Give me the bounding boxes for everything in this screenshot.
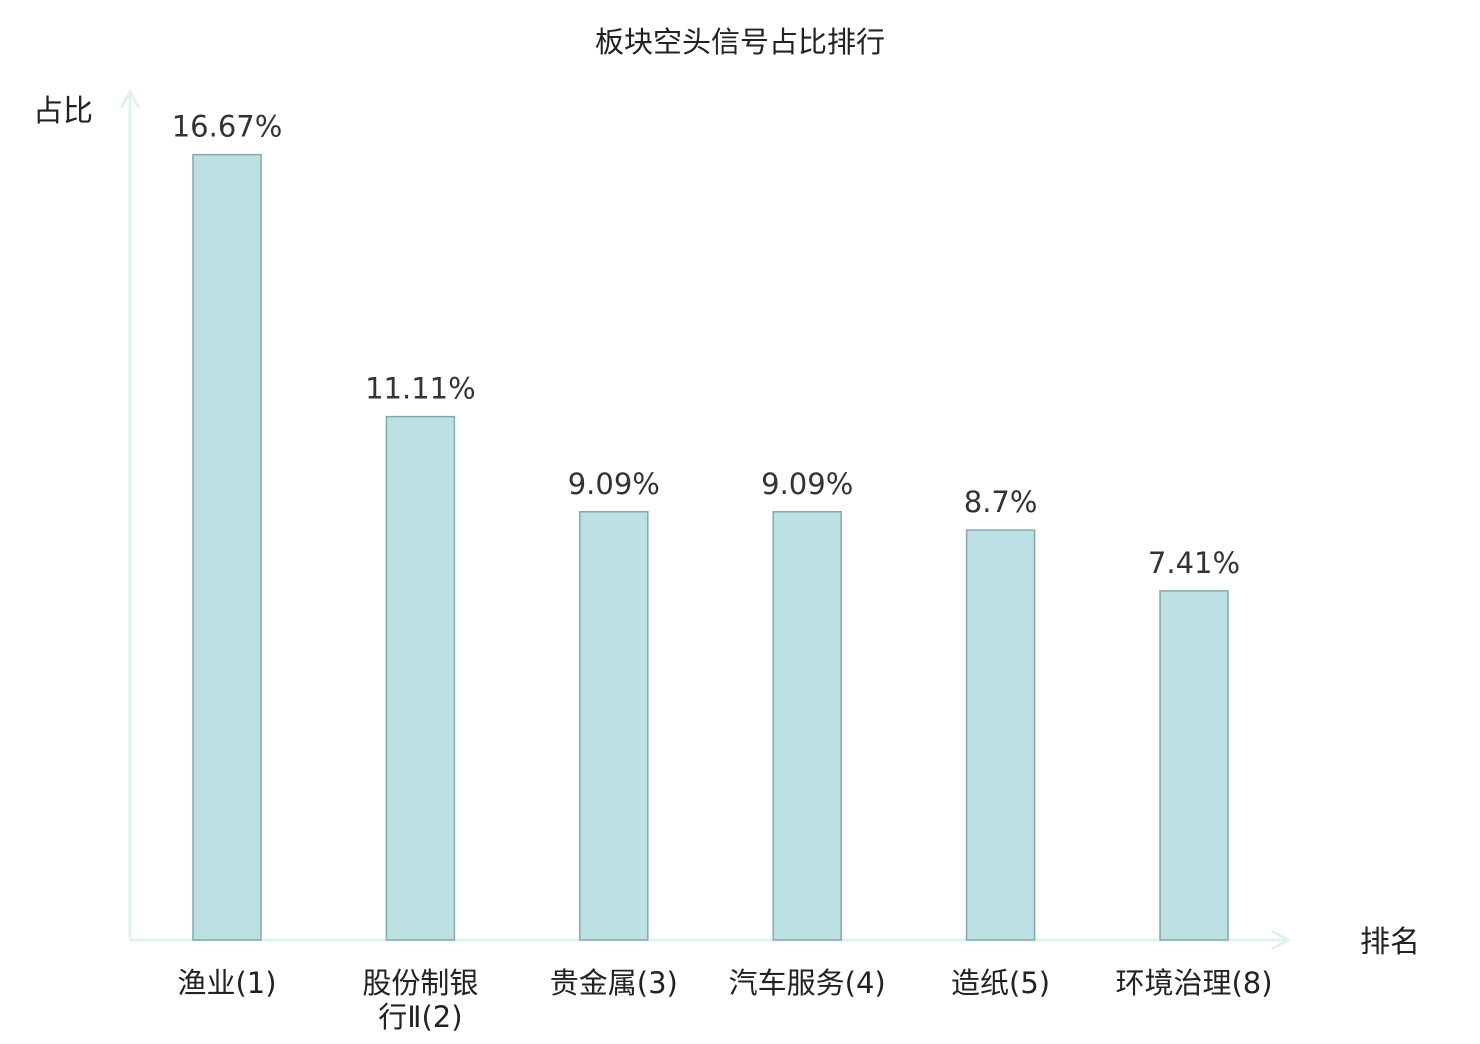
bar-5 bbox=[965, 529, 1036, 941]
value-labels: 16.67% 11.11% 9.09% 9.09% 8.7% 7.41% bbox=[172, 110, 1240, 580]
value-label-3: 9.09% bbox=[568, 467, 660, 501]
category-label-6: 环境治理(8) bbox=[1115, 966, 1272, 1000]
bar-2 bbox=[385, 415, 456, 941]
bar-3 bbox=[579, 511, 649, 941]
value-label-4: 9.09% bbox=[761, 467, 853, 501]
y-axis-label: 占比 bbox=[33, 94, 93, 129]
category-label-1: 渔业(1) bbox=[177, 966, 276, 1000]
bar-6 bbox=[1159, 590, 1229, 941]
category-label-2-line-2: 行Ⅱ(2) bbox=[378, 1000, 462, 1034]
value-label-1: 16.67% bbox=[172, 110, 283, 144]
bar-1 bbox=[192, 153, 262, 941]
category-label-4: 汽车服务(4) bbox=[729, 966, 886, 1000]
x-axis-arrow bbox=[1271, 929, 1292, 951]
category-label-2-line-1: 股份制银 bbox=[362, 966, 478, 1000]
value-label-6: 7.41% bbox=[1148, 546, 1240, 580]
value-label-2: 11.11% bbox=[365, 372, 476, 406]
x-axis-label: 排名 bbox=[1360, 925, 1420, 960]
category-label-3: 贵金属(3) bbox=[550, 966, 678, 1000]
chart-title: 板块空头信号占比排行 bbox=[595, 25, 885, 59]
value-label-5: 8.7% bbox=[964, 485, 1038, 519]
category-label-5: 造纸(5) bbox=[951, 966, 1050, 1000]
y-axis-arrow bbox=[119, 88, 141, 109]
bar-series bbox=[192, 153, 1229, 941]
bar-4 bbox=[772, 511, 842, 941]
